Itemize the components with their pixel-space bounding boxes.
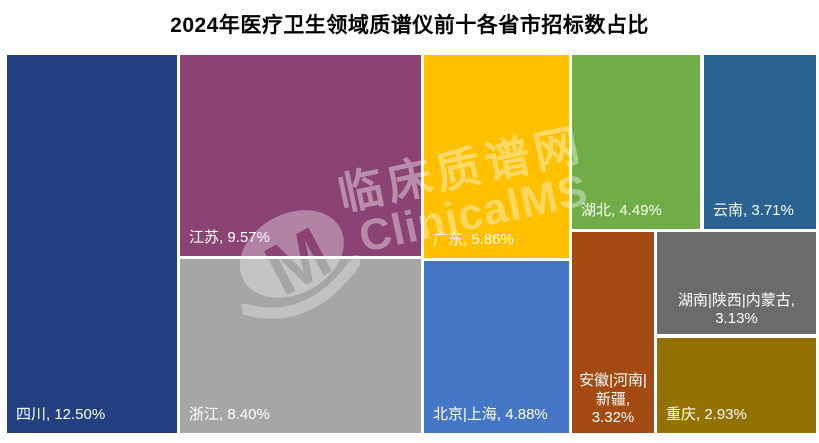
tile-label: 湖南|陕西|内蒙古, 3.13% [678,291,795,328]
treemap-tile: 江苏, 9.57% [180,55,421,256]
tile-label: 湖北, 4.49% [581,202,662,220]
tile-label: 云南, 3.71% [713,202,794,220]
treemap-tile: 湖北, 4.49% [572,55,700,229]
treemap-tile: 北京|上海, 4.88% [424,261,569,433]
treemap-tile: 四川, 12.50% [7,55,177,433]
treemap-tile: 重庆, 2.93% [657,338,816,433]
tile-label: 广东, 5.86% [433,231,514,249]
tile-label: 江苏, 9.57% [189,229,270,247]
tile-label: 浙江, 8.40% [189,406,270,424]
tile-label: 安徽|河南|新疆, 3.32% [579,371,647,427]
tile-label: 北京|上海, 4.88% [433,406,548,424]
treemap-tile: 广东, 5.86% [424,55,569,258]
treemap-tile: 云南, 3.71% [704,55,816,229]
chart-title: 2024年医疗卫生领域质谱仪前十各省市招标数占比 [170,14,649,37]
treemap-tile: 湖南|陕西|内蒙古, 3.13% [657,232,816,334]
treemap-tile: 安徽|河南|新疆, 3.32% [572,232,654,433]
tile-label: 重庆, 2.93% [666,406,747,424]
treemap-tile: 浙江, 8.40% [180,259,421,433]
tile-label: 四川, 12.50% [16,406,106,424]
